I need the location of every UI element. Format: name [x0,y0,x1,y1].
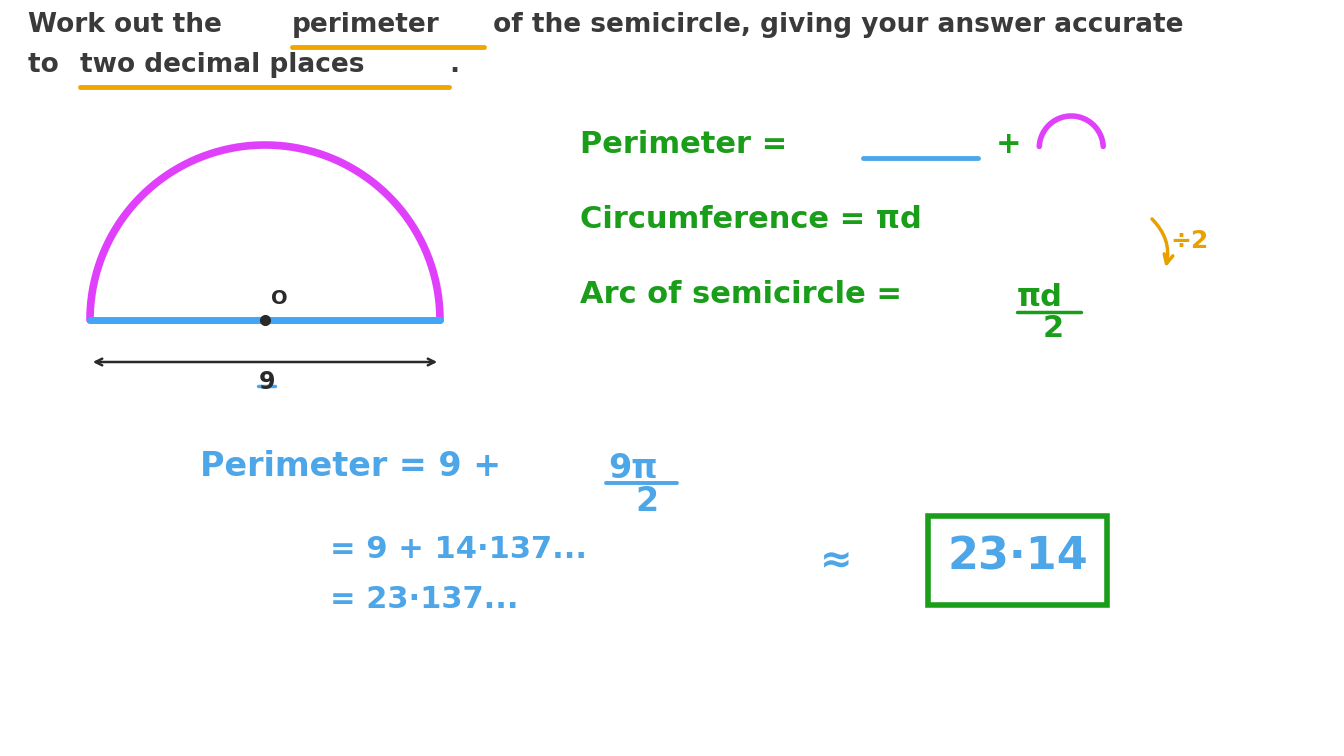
Text: O: O [271,289,288,308]
Text: +: + [996,130,1021,159]
Text: to: to [28,52,69,78]
Text: perimeter: perimeter [292,12,439,38]
Text: ÷2: ÷2 [1171,229,1208,253]
Text: 2: 2 [1043,314,1064,343]
Text: Circumference = πd: Circumference = πd [581,205,922,234]
Text: 2: 2 [636,485,659,518]
Text: Arc of semicircle =: Arc of semicircle = [581,280,913,309]
Text: Work out the: Work out the [28,12,231,38]
Text: .: . [449,52,460,78]
Text: 9: 9 [259,370,276,394]
Text: πd: πd [1017,283,1063,312]
Text: Perimeter =: Perimeter = [581,130,798,159]
Text: ≈: ≈ [820,541,852,579]
Text: two decimal places: two decimal places [79,52,364,78]
FancyBboxPatch shape [927,516,1107,605]
Text: 23·14: 23·14 [948,535,1087,578]
Text: = 9 + 14·137...: = 9 + 14·137... [331,535,587,564]
Text: Perimeter = 9 +: Perimeter = 9 + [200,450,513,483]
Text: 9π: 9π [609,452,657,485]
Text: of the semicircle, giving your answer accurate: of the semicircle, giving your answer ac… [484,12,1183,38]
Text: = 23·137...: = 23·137... [331,585,519,614]
